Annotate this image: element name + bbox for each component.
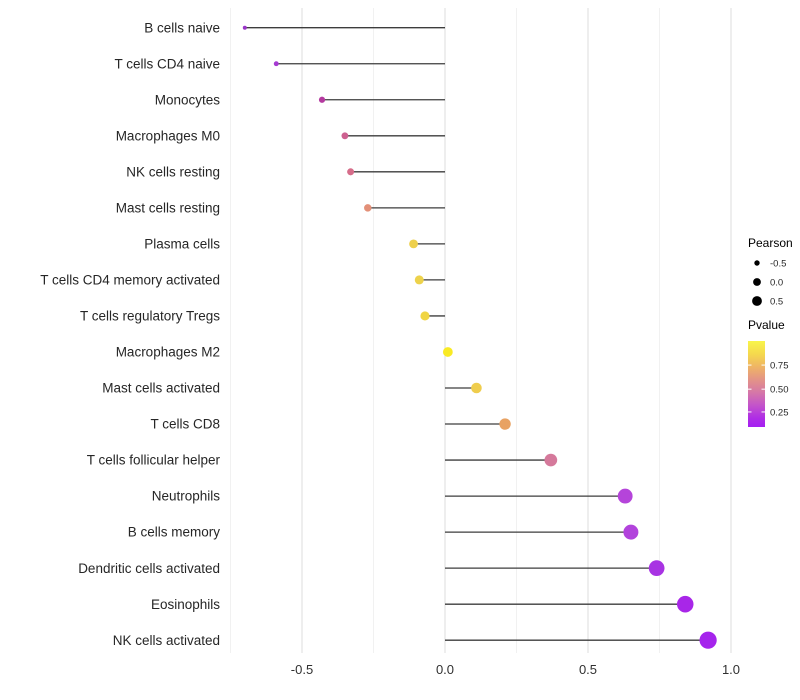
- color-legend-label: 0.25: [770, 407, 789, 418]
- y-axis-label: B cells memory: [128, 525, 221, 540]
- y-axis-label: B cells naive: [144, 20, 220, 35]
- lollipop-dot: [409, 239, 418, 249]
- x-tick-label: 0.0: [436, 662, 454, 677]
- size-legend-dot: [754, 260, 760, 266]
- lollipop-dot: [471, 382, 482, 394]
- lollipop-dot: [420, 311, 430, 321]
- size-legend-label: 0.0: [770, 278, 783, 289]
- y-axis-label: T cells CD4 naive: [114, 56, 220, 71]
- size-legend-label: 0.5: [770, 297, 783, 308]
- lollipop-dot: [648, 560, 665, 577]
- lollipop-dot: [623, 524, 639, 540]
- y-axis-label: T cells regulatory Tregs: [80, 309, 220, 324]
- lollipop-dot: [273, 61, 279, 67]
- size-legend-title: Pearson: [748, 236, 793, 250]
- y-axis-label: Neutrophils: [152, 489, 221, 504]
- y-axis-label: Dendritic cells activated: [78, 561, 220, 576]
- size-legend-label: -0.5: [770, 259, 786, 270]
- x-tick-label: -0.5: [291, 662, 313, 677]
- color-legend-label: 0.50: [770, 385, 789, 396]
- lollipop-dot: [442, 347, 453, 357]
- color-legend-label: 0.75: [770, 361, 789, 372]
- lollipop-dot: [347, 168, 355, 176]
- y-axis-label: T cells CD4 memory activated: [40, 273, 220, 288]
- color-legend-bar: [748, 341, 765, 427]
- lollipop-dot: [544, 453, 558, 467]
- y-axis-label: Mast cells resting: [116, 200, 220, 215]
- y-axis-label: Monocytes: [155, 92, 221, 107]
- y-axis-label: Plasma cells: [144, 236, 220, 251]
- size-legend-dot: [752, 296, 762, 306]
- y-axis-label: NK cells activated: [113, 633, 220, 648]
- y-axis-label: Macrophages M2: [116, 345, 220, 360]
- y-axis-label: Mast cells activated: [102, 381, 220, 396]
- x-tick-label: 1.0: [722, 662, 740, 677]
- y-axis-label: Macrophages M0: [116, 128, 220, 143]
- x-tick-label: 0.5: [579, 662, 597, 677]
- y-axis-label: T cells follicular helper: [87, 453, 221, 468]
- lollipop-dot: [318, 96, 326, 103]
- color-legend-title: Pvalue: [748, 318, 785, 332]
- lollipop-dot: [499, 418, 511, 430]
- size-legend-dot: [753, 278, 761, 286]
- y-axis-label: T cells CD8: [150, 417, 220, 432]
- lollipop-dot: [699, 631, 717, 649]
- lollipop-dot: [341, 132, 349, 140]
- y-axis-label: NK cells resting: [126, 164, 220, 179]
- lollipop-dot: [242, 25, 247, 30]
- lollipop-dot: [364, 204, 372, 212]
- lollipop-dot: [617, 488, 633, 504]
- lollipop-dot: [414, 275, 424, 285]
- lollipop-dot: [676, 595, 694, 613]
- y-axis-label: Eosinophils: [151, 597, 220, 612]
